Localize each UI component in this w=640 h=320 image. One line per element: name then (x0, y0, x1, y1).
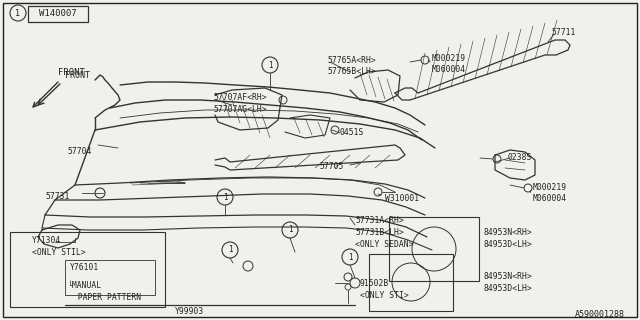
Bar (10, 232, 165, 307)
Text: 1: 1 (15, 9, 20, 18)
Text: <ONLY STIL>: <ONLY STIL> (32, 248, 86, 257)
Text: └MANUAL: └MANUAL (68, 281, 102, 290)
Text: 84953D<LH>: 84953D<LH> (484, 284, 532, 293)
Text: <ONLY STI>: <ONLY STI> (360, 291, 409, 300)
Text: 57705: 57705 (320, 162, 344, 171)
Text: 57731B<LH>: 57731B<LH> (355, 228, 404, 237)
Text: FRONT: FRONT (65, 71, 90, 80)
Circle shape (342, 249, 358, 265)
Circle shape (222, 242, 238, 258)
Text: 1: 1 (288, 226, 292, 235)
Text: 57707AG<LH>: 57707AG<LH> (214, 105, 268, 114)
Text: 57704: 57704 (67, 147, 92, 156)
Text: M000219: M000219 (432, 54, 466, 63)
Text: A590001288: A590001288 (575, 310, 625, 319)
Text: 1: 1 (268, 60, 272, 69)
Text: 57711: 57711 (552, 28, 577, 37)
Text: 57765A<RH>: 57765A<RH> (328, 56, 377, 65)
Text: 57707AF<RH>: 57707AF<RH> (214, 93, 268, 102)
Text: 0238S: 0238S (508, 153, 532, 162)
Text: 91502B: 91502B (360, 279, 389, 288)
Text: 84953N<RH>: 84953N<RH> (484, 228, 532, 237)
Text: 1: 1 (223, 193, 227, 202)
Circle shape (10, 5, 26, 21)
Text: 84953D<LH>: 84953D<LH> (484, 240, 532, 249)
Text: 57731A<RH>: 57731A<RH> (355, 216, 404, 225)
Text: <ONLY SEDAN>: <ONLY SEDAN> (355, 240, 413, 249)
Bar (28, 6, 88, 22)
Text: 57731: 57731 (45, 192, 69, 201)
Text: 84953N<RH>: 84953N<RH> (484, 272, 532, 281)
Text: 1: 1 (348, 252, 352, 261)
Text: Y76101: Y76101 (70, 263, 99, 272)
Text: 1: 1 (228, 245, 232, 254)
Text: FRONT: FRONT (58, 68, 85, 77)
Bar (65, 260, 155, 295)
Text: M000219: M000219 (533, 183, 567, 192)
Circle shape (217, 189, 233, 205)
Text: M060004: M060004 (533, 194, 567, 203)
Text: 57765B<LH>: 57765B<LH> (328, 67, 377, 76)
Text: Y71304: Y71304 (32, 236, 61, 245)
Text: W310001: W310001 (385, 194, 419, 203)
Text: PAPER PATTERN: PAPER PATTERN (68, 293, 141, 302)
Circle shape (262, 57, 278, 73)
Circle shape (282, 222, 298, 238)
Text: W140007: W140007 (39, 10, 77, 19)
Text: Y99903: Y99903 (175, 307, 204, 316)
Text: M060004: M060004 (432, 65, 466, 74)
Text: 0451S: 0451S (340, 128, 364, 137)
